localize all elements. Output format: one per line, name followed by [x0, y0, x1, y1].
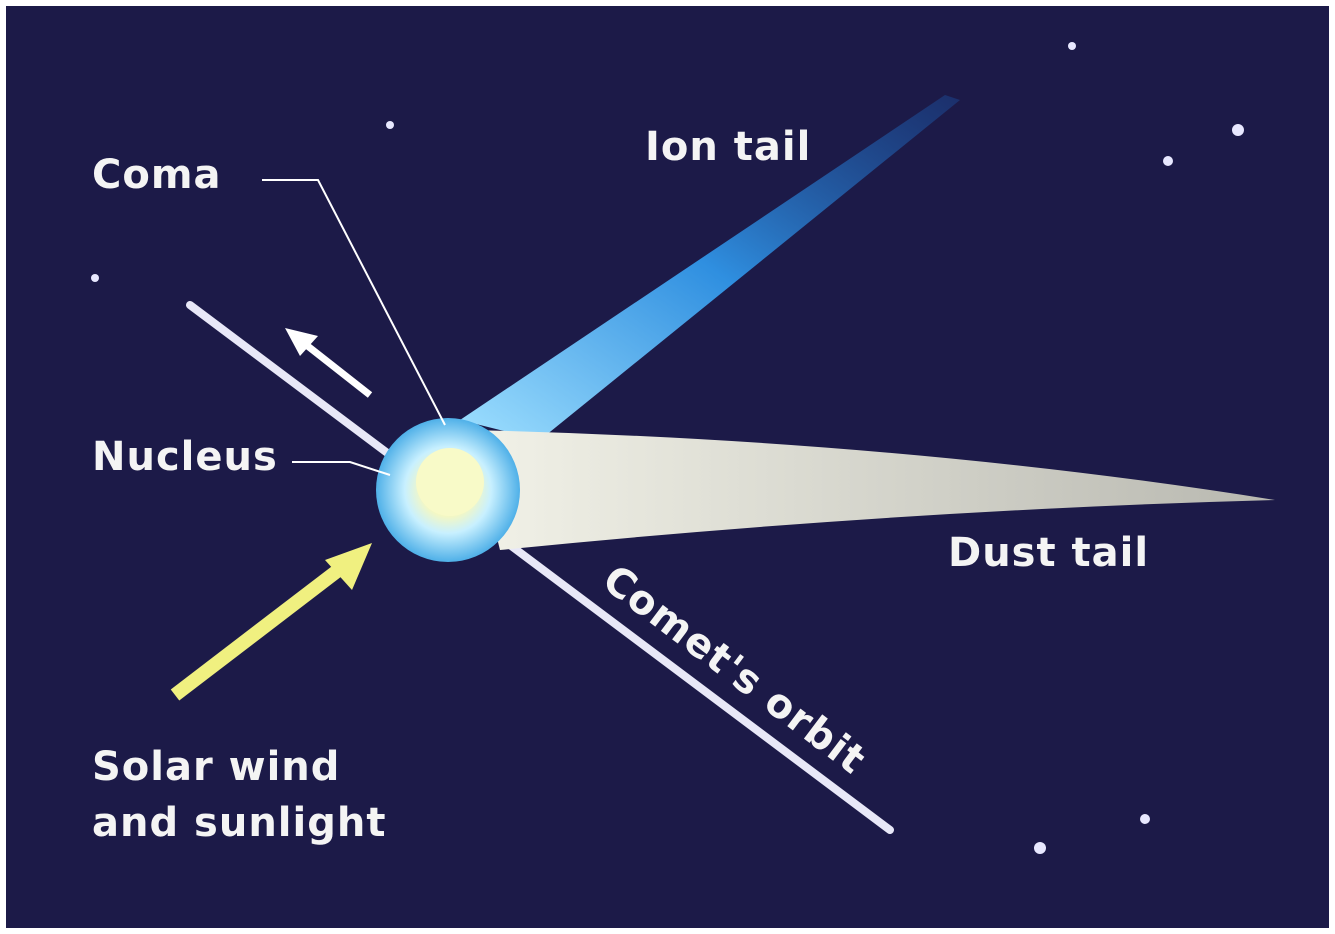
comet-diagram: Coma Ion tail Nucleus Dust tail Comet's … — [0, 0, 1335, 934]
solar-wind-label: Solar wind — [92, 744, 340, 790]
solar-wind-label: and sunlight — [92, 800, 386, 846]
ion-tail-label: Ion tail — [645, 124, 811, 170]
nucleus-label: Nucleus — [92, 434, 278, 480]
dust-tail-label: Dust tail — [948, 530, 1149, 576]
nucleus — [416, 448, 484, 516]
coma-label: Coma — [92, 152, 222, 198]
